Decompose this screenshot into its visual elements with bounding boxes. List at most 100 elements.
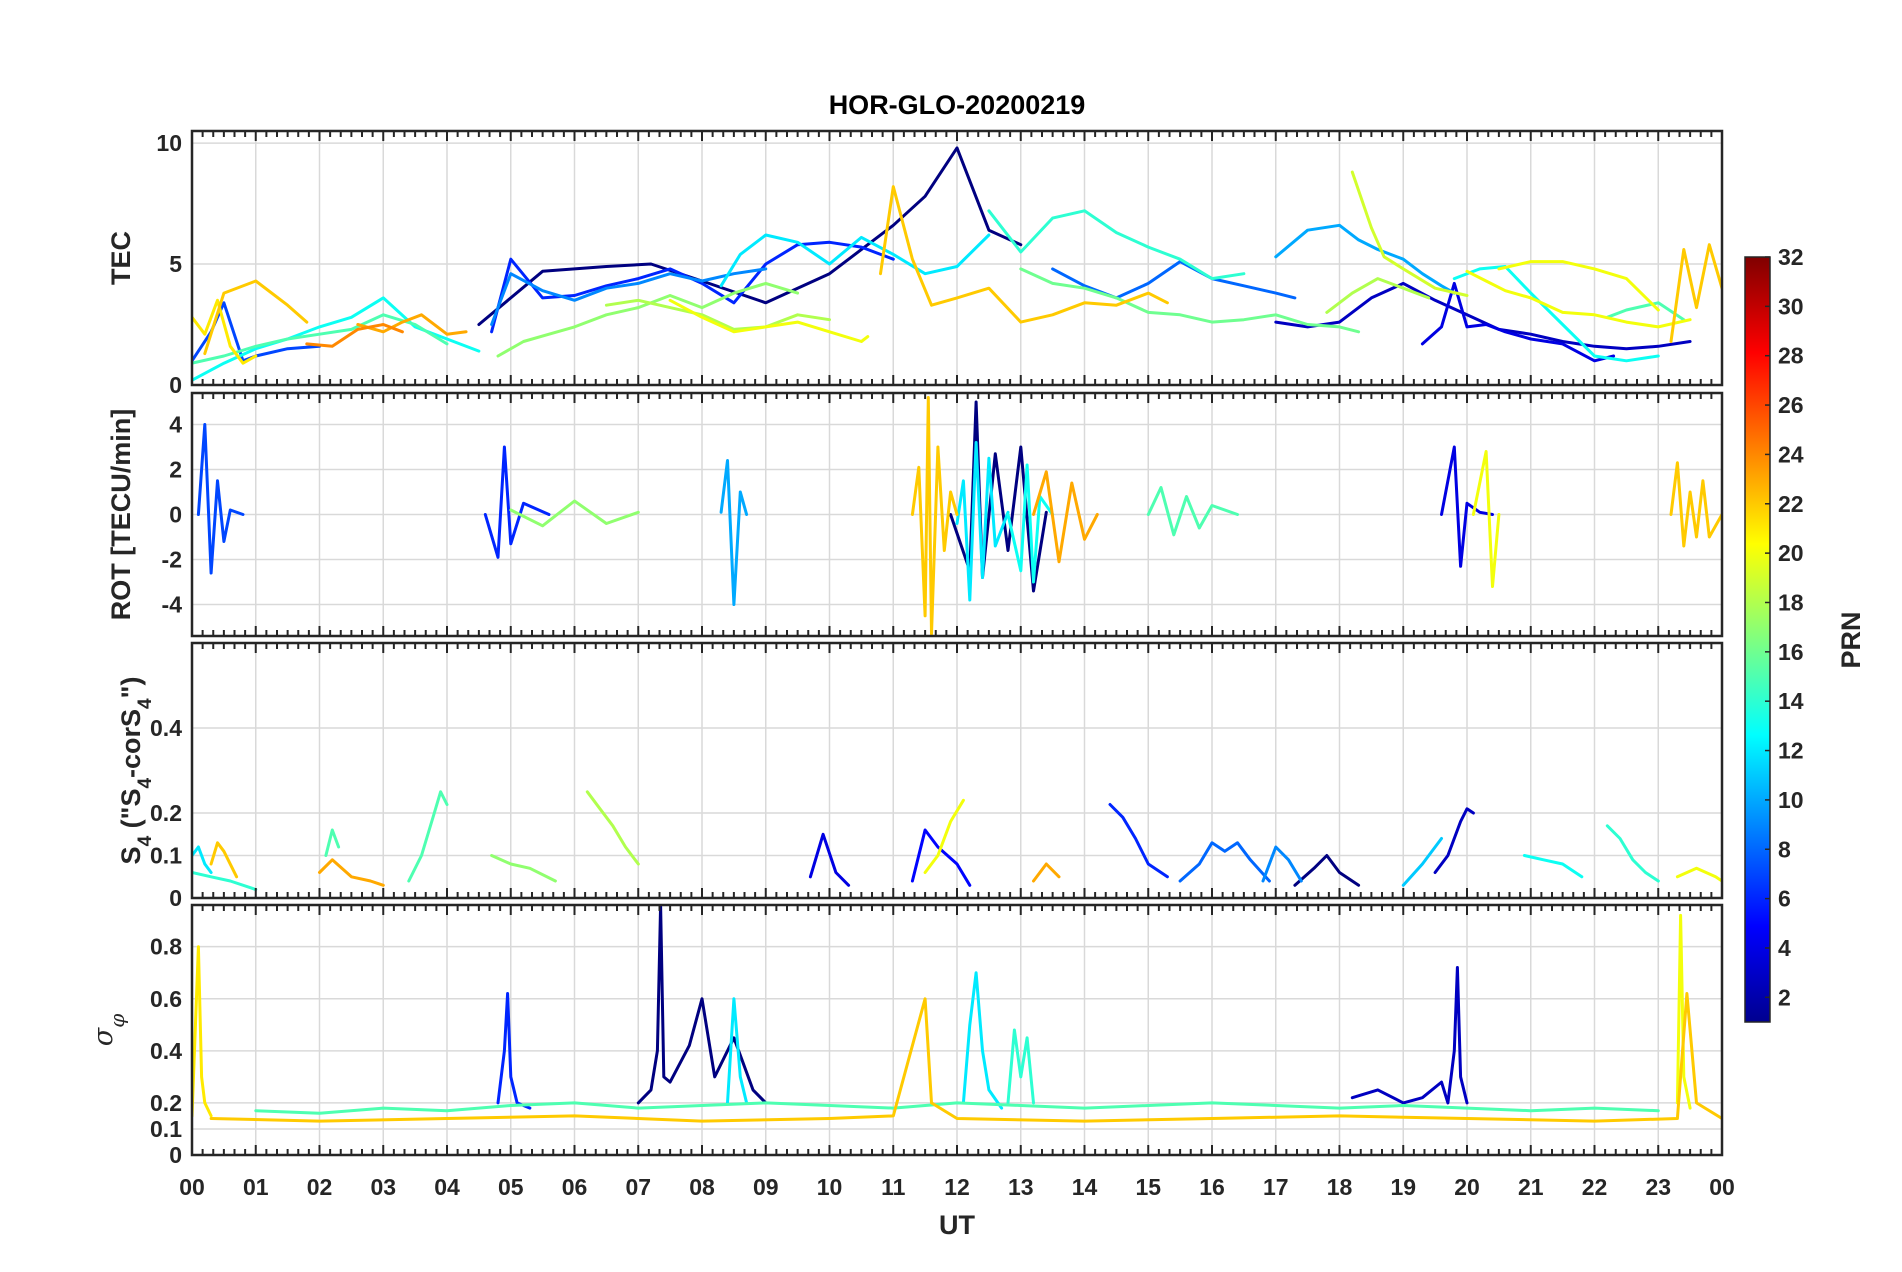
y-tick-label: -4 (162, 592, 183, 618)
series-line-prn-12 (192, 845, 213, 874)
series-line-prn-4 (1420, 281, 1616, 363)
y-tick-label: 0 (169, 885, 182, 911)
x-tick-label: 07 (625, 1174, 651, 1200)
series-line-prn-20 (1675, 866, 1722, 883)
chart-title: HOR-GLO-20200219 (829, 90, 1086, 120)
y-tick-label: 0.1 (150, 843, 182, 869)
y-tick-label: -2 (162, 547, 182, 573)
y-tick-label: 0.4 (150, 715, 182, 741)
x-tick-label: 21 (1518, 1174, 1544, 1200)
series-line-prn-15 (324, 828, 341, 857)
series-line-prn-22 (1669, 243, 1722, 343)
series-line-prn-22 (1669, 461, 1722, 548)
panel-rot: -4 -2 0 2 4 ROT [TECU/min] (106, 391, 1724, 638)
x-tick-label: 20 (1454, 1174, 1480, 1200)
y-tick-label: 0.1 (150, 1116, 182, 1142)
series-line-prn-18 (1325, 277, 1431, 314)
colorbar-tick-label: 28 (1778, 343, 1804, 369)
series-line-prn-21 (192, 298, 258, 365)
series-line-prn-5 (910, 828, 972, 887)
series-line-prn-19 (1350, 170, 1469, 297)
colorbar-tick-label: 26 (1778, 392, 1804, 418)
series-line-prn-22 (209, 841, 239, 879)
y-tick-label: 2 (169, 457, 182, 483)
x-tick-label: 14 (1072, 1174, 1098, 1200)
series-line-prn-20 (1675, 913, 1692, 1110)
x-tick-label: 04 (434, 1174, 460, 1200)
series-line-prn-23 (356, 313, 468, 336)
series-line-prn-18 (604, 298, 831, 331)
colorbar-tick-label: 4 (1778, 935, 1791, 961)
colorbar-tick-label: 8 (1778, 836, 1791, 862)
series-line-prn-7 (196, 423, 245, 575)
y-tick-label: 0.8 (150, 934, 182, 960)
y-tick-label: 0.4 (150, 1038, 182, 1064)
colorbar-tick-label: 22 (1778, 491, 1804, 517)
panel-s4-frame (190, 641, 1724, 900)
colorbar-tick-label: 14 (1778, 688, 1804, 714)
y-tick-label: 0 (169, 372, 182, 398)
x-tick-label: 16 (1199, 1174, 1225, 1200)
series-line-prn-1 (477, 146, 1023, 326)
y-tick-label: 10 (156, 130, 182, 156)
series-line-prn-8 (1178, 841, 1271, 883)
x-tick-label: 03 (370, 1174, 396, 1200)
series-line-prn-6 (483, 445, 551, 559)
panel-sigma-series (192, 905, 1722, 1123)
x-tick-label: 09 (753, 1174, 779, 1200)
y-tick-label: 0.2 (150, 1090, 182, 1116)
colorbar-tick-label: 24 (1778, 441, 1804, 467)
colorbar-tick-label: 10 (1778, 787, 1804, 813)
panel-tec: 0 5 10 TEC (106, 129, 1724, 398)
colorbar-tick-label: 2 (1778, 984, 1791, 1010)
series-line-prn-23 (318, 858, 385, 887)
series-line-prn-10 (1274, 223, 1456, 295)
x-tick-label: 22 (1582, 1174, 1608, 1200)
series-line-prn-23 (1032, 862, 1061, 883)
colorbar-tick-label: 30 (1778, 293, 1804, 319)
x-tick-label: 02 (307, 1174, 333, 1200)
panel-sigma-frame (190, 903, 1724, 1157)
x-tick-label: 00 (1709, 1174, 1735, 1200)
panel-tec-series (192, 146, 1722, 382)
y-axis-label-rot: ROT [TECU/min] (106, 409, 136, 620)
series-line-prn-14 (987, 209, 1246, 281)
series-line-prn-12 (719, 233, 991, 288)
x-tick-label: 06 (562, 1174, 588, 1200)
y-tick-label: 0.2 (150, 800, 182, 826)
series-line-prn-8 (1051, 260, 1297, 300)
series-line-prn-23 (1032, 470, 1099, 564)
colorbar-tick-label: 6 (1778, 886, 1791, 912)
series-line-prn-24 (305, 323, 404, 348)
series-line-prn-22 (879, 185, 1169, 324)
x-tick-label: 15 (1135, 1174, 1161, 1200)
colorbar-tick-label: 32 (1778, 244, 1804, 270)
x-tick-label: 00 (179, 1174, 205, 1200)
panel-tec-frame (190, 129, 1724, 387)
series-line-prn-18 (585, 790, 640, 866)
series-line-prn-22 (910, 396, 959, 636)
series-line-prn-13 (1522, 854, 1584, 879)
series-line-prn-12 (955, 441, 1010, 602)
series-line-prn-20 (923, 798, 965, 874)
series-line-prn-20 (668, 298, 870, 343)
series-line-prn-3 (1350, 966, 1469, 1105)
panel-rot-frame (190, 391, 1724, 638)
x-axis: 00 01 02 03 04 05 06 07 08 09 10 11 12 13 14 15 16 17 18 19… (179, 1174, 1735, 1200)
series-line-prn-21 (192, 945, 213, 1118)
series-line-prn-14 (1605, 824, 1660, 883)
x-tick-label: 17 (1263, 1174, 1289, 1200)
series-line-prn-14 (1006, 1028, 1035, 1105)
series-line-prn-13 (1006, 463, 1055, 584)
y-tick-label: 0 (169, 502, 182, 528)
series-line-prn-1 (1293, 854, 1361, 887)
series-line-prn-15 (407, 790, 449, 883)
colorbar-tick-label: 20 (1778, 540, 1804, 566)
y-tick-label: 0.6 (150, 986, 182, 1012)
x-tick-label: 11 (881, 1174, 906, 1200)
y-tick-label: 5 (169, 251, 182, 277)
series-line-prn-20 (1471, 450, 1501, 588)
